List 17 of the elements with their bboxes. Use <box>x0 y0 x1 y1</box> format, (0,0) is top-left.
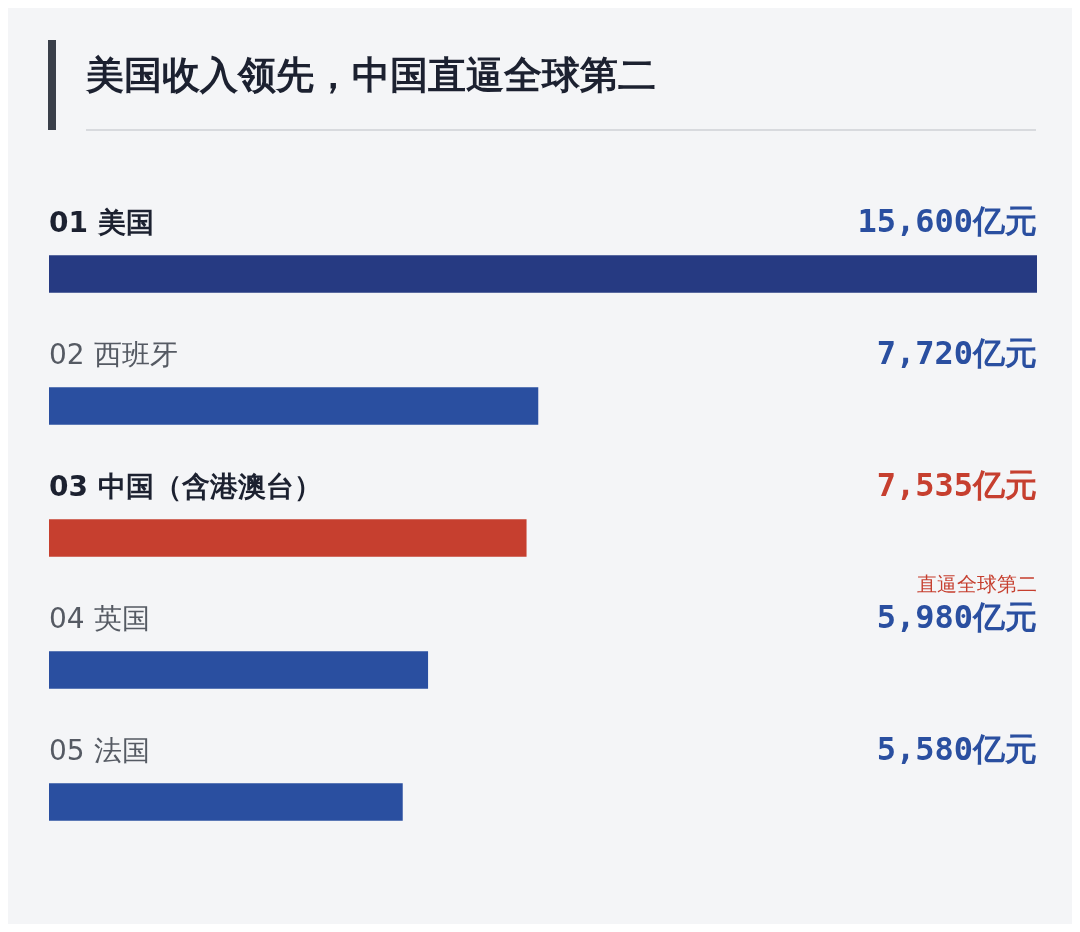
data-label: 15,600亿元 <box>857 201 1037 240</box>
chart-title: 美国收入领先，中国直逼全球第二 <box>86 52 656 99</box>
annotation: 直逼全球第二 <box>917 571 1037 596</box>
y-tick-label: 05 法国 <box>49 733 150 767</box>
data-label: 5,980亿元 <box>876 597 1037 636</box>
data-label: 7,535亿元 <box>876 465 1037 504</box>
bar <box>49 519 527 557</box>
y-tick-label: 01 美国 <box>49 205 154 239</box>
bar <box>49 783 403 821</box>
y-tick-label: 04 英国 <box>49 601 150 635</box>
bar <box>49 651 429 689</box>
data-label: 7,720亿元 <box>876 333 1037 372</box>
y-tick-label: 02 西班牙 <box>49 337 178 371</box>
y-tick-label: 03 中国（含港澳台） <box>49 469 322 503</box>
bar <box>49 255 1037 293</box>
bar <box>49 387 539 425</box>
data-label: 5,580亿元 <box>876 729 1037 768</box>
